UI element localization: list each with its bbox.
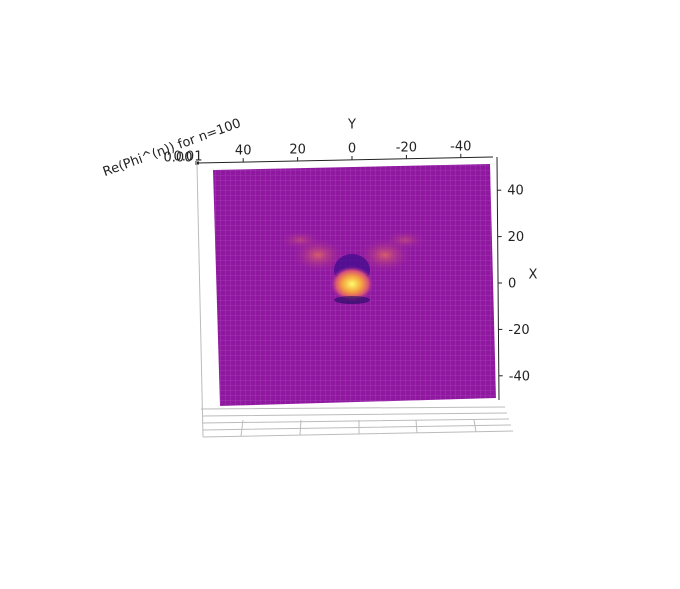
z-tick-label: 0.01 bbox=[174, 150, 203, 165]
x-tick-label: 0 bbox=[508, 277, 516, 292]
y-axis-label: Y bbox=[347, 118, 356, 133]
floor-grid bbox=[196, 164, 514, 438]
y-tick-label: 20 bbox=[289, 143, 306, 158]
x-axis-line bbox=[496, 156, 500, 401]
y-tick-label: -20 bbox=[396, 140, 417, 155]
z-tick-label: 0.00 bbox=[164, 151, 193, 166]
x-axis-label: X bbox=[529, 268, 538, 283]
y-tick-label: 0 bbox=[348, 142, 356, 157]
x-tick-label: -40 bbox=[509, 369, 530, 384]
y-tick-label: 40 bbox=[235, 144, 252, 159]
x-tick-label: 20 bbox=[508, 230, 525, 245]
y-axis-line bbox=[196, 156, 494, 164]
surface-features bbox=[278, 230, 427, 304]
x-tick-label: 40 bbox=[507, 184, 524, 199]
x-tick-label: -20 bbox=[508, 323, 529, 338]
y-tick-label: -40 bbox=[450, 139, 471, 154]
